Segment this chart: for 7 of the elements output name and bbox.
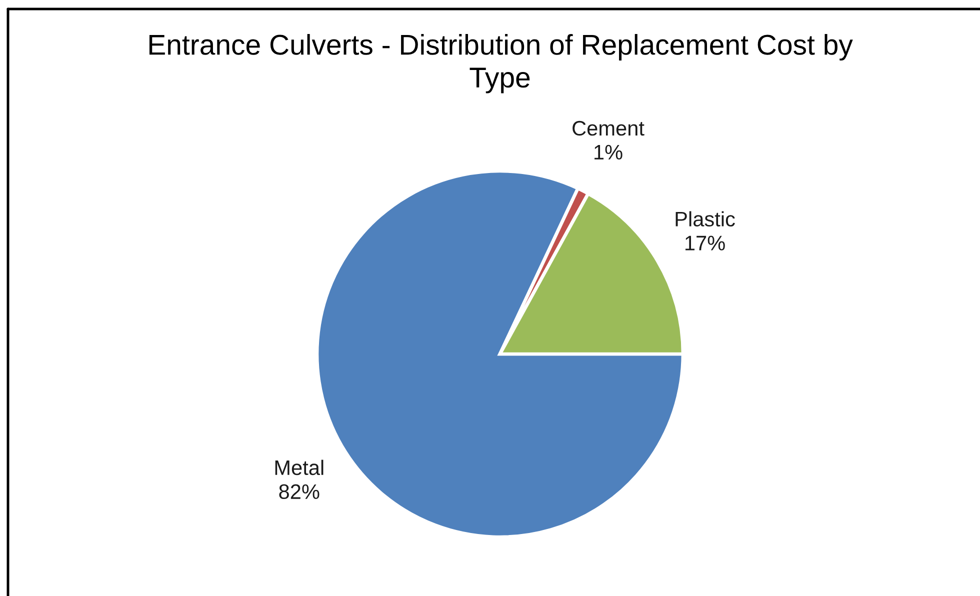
slice-label: Cement [572, 120, 644, 136]
data-label: 1% [594, 144, 622, 160]
chart-title: Entrance Culverts - Distribution of Replacement Cost by Type [149, 34, 853, 94]
slice-label: Metal [275, 460, 324, 476]
slice-label: Plastic [676, 211, 735, 227]
data-label: 82% [279, 484, 320, 500]
data-label: 17% [686, 236, 725, 250]
